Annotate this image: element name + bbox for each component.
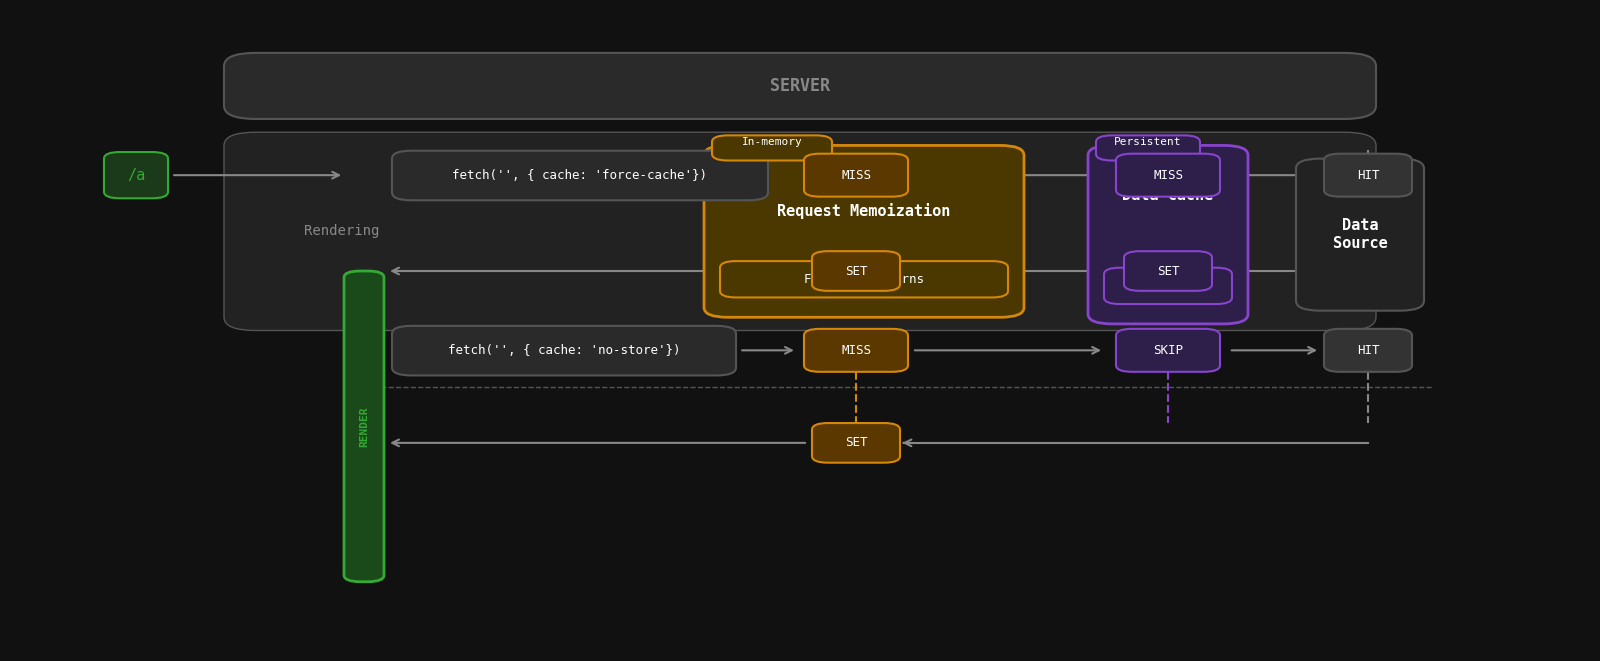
Text: RENDER: RENDER	[358, 406, 370, 447]
Text: Request Memoization: Request Memoization	[778, 203, 950, 219]
FancyBboxPatch shape	[224, 132, 1376, 330]
FancyBboxPatch shape	[805, 329, 909, 371]
Text: Data Cache: Data Cache	[1122, 188, 1214, 203]
FancyBboxPatch shape	[1123, 251, 1213, 291]
FancyBboxPatch shape	[1117, 153, 1221, 197]
Text: fetch('', { cache: 'force-cache'}): fetch('', { cache: 'force-cache'})	[453, 169, 707, 182]
Text: Data
Source: Data Source	[1333, 218, 1387, 251]
Text: HIT: HIT	[1357, 344, 1379, 357]
FancyBboxPatch shape	[104, 152, 168, 198]
FancyBboxPatch shape	[1296, 159, 1424, 311]
FancyBboxPatch shape	[344, 271, 384, 582]
Text: fetch('', { cache: 'no-store'}): fetch('', { cache: 'no-store'})	[448, 344, 680, 357]
Text: SET: SET	[845, 436, 867, 449]
FancyBboxPatch shape	[704, 145, 1024, 317]
FancyBboxPatch shape	[392, 326, 736, 375]
FancyBboxPatch shape	[805, 153, 909, 197]
Text: In-memory: In-memory	[742, 137, 802, 147]
Text: MISS: MISS	[1154, 169, 1182, 182]
Text: /a: /a	[126, 168, 146, 182]
FancyBboxPatch shape	[813, 423, 901, 463]
FancyBboxPatch shape	[1096, 136, 1200, 161]
Text: SKIP: SKIP	[1154, 344, 1182, 357]
Text: Persistent: Persistent	[1114, 137, 1182, 147]
Text: SERVER: SERVER	[770, 77, 830, 95]
Text: Rendering: Rendering	[304, 224, 379, 239]
FancyBboxPatch shape	[712, 136, 832, 161]
Text: SET: SET	[845, 264, 867, 278]
FancyBboxPatch shape	[1117, 329, 1221, 371]
FancyBboxPatch shape	[1325, 153, 1413, 197]
Text: SET: SET	[1157, 264, 1179, 278]
Text: MISS: MISS	[842, 169, 870, 182]
FancyBboxPatch shape	[1088, 145, 1248, 324]
Text: Function Returns: Function Returns	[805, 273, 925, 286]
FancyBboxPatch shape	[1325, 329, 1413, 371]
FancyBboxPatch shape	[392, 151, 768, 200]
Text: HIT: HIT	[1357, 169, 1379, 182]
FancyBboxPatch shape	[224, 53, 1376, 119]
Text: MISS: MISS	[842, 344, 870, 357]
FancyBboxPatch shape	[720, 261, 1008, 297]
Text: JSON: JSON	[1154, 280, 1182, 292]
FancyBboxPatch shape	[813, 251, 901, 291]
FancyBboxPatch shape	[1104, 268, 1232, 304]
